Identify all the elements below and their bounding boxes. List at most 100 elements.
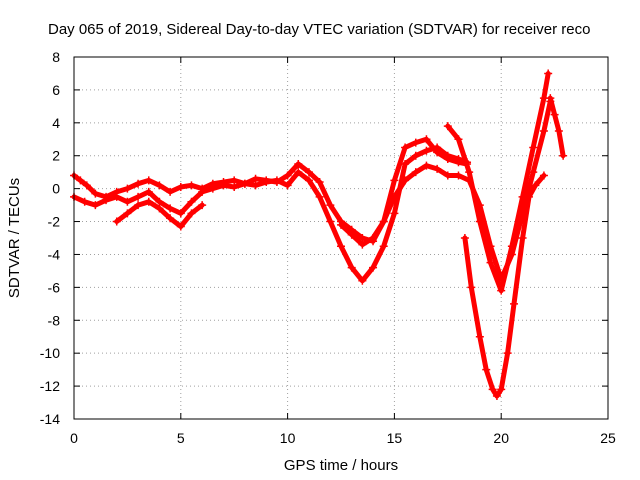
data-point [401, 176, 410, 185]
data-point [240, 179, 249, 188]
data-point [510, 299, 519, 308]
data-point [465, 168, 474, 177]
y-axis-label: SDTVAR / TECUs [6, 178, 23, 298]
data-point [123, 209, 132, 218]
data-point [443, 171, 452, 180]
data-point [198, 187, 207, 196]
data-point [369, 234, 378, 242]
data-point [467, 283, 476, 292]
data-point [411, 138, 420, 147]
data-point [251, 181, 260, 190]
data-point [358, 276, 367, 285]
data-point [337, 242, 345, 251]
x-tick-label: 5 [177, 430, 185, 446]
data-point [315, 192, 324, 201]
data-point [550, 110, 559, 119]
data-point [433, 164, 442, 173]
data-point [91, 189, 100, 198]
data-point [559, 151, 568, 160]
data-point [529, 143, 538, 152]
data-point [294, 168, 303, 177]
data-point [454, 171, 463, 180]
data-point [443, 151, 452, 160]
data-point [283, 181, 292, 190]
data-point [304, 176, 313, 185]
data-point [187, 209, 196, 218]
grid [74, 57, 608, 419]
data-point [347, 263, 356, 272]
data-point [315, 178, 324, 187]
data-point [80, 197, 89, 206]
data-point [411, 168, 420, 177]
data-point [219, 181, 228, 190]
data-point [326, 201, 335, 210]
data-point [539, 171, 548, 180]
data-point [379, 242, 388, 251]
y-tick-label: -8 [48, 312, 61, 328]
data-point [433, 143, 442, 152]
data-point [166, 214, 175, 223]
series-line [547, 95, 566, 159]
data-point [337, 220, 345, 229]
data-point [401, 159, 410, 168]
data-point [503, 349, 512, 358]
series-track-B [70, 143, 472, 285]
data-point [529, 168, 538, 177]
data-point [187, 181, 196, 190]
y-tick-label: -14 [40, 411, 60, 427]
series-line [71, 145, 470, 284]
y-tick-label: -4 [48, 246, 61, 262]
data-point [176, 209, 185, 218]
data-point [497, 385, 506, 394]
data-point [262, 178, 271, 187]
data-point [294, 159, 303, 168]
data-point [539, 127, 548, 136]
data-point [544, 69, 553, 78]
data-point [176, 222, 185, 231]
series-track-F [460, 171, 548, 400]
chart-title: Day 065 of 2019, Sidereal Day-to-day VTE… [48, 21, 590, 38]
y-tick-label: 4 [52, 115, 60, 131]
y-tick-label: -2 [48, 214, 61, 230]
data-point [123, 184, 132, 193]
data-point [230, 182, 239, 191]
data-point [358, 240, 367, 249]
data-point [482, 365, 491, 374]
series-track-C [112, 197, 207, 231]
series-track-G [546, 94, 568, 160]
data-point [554, 127, 563, 136]
data-point [102, 196, 111, 205]
data-point [546, 94, 555, 103]
axes: 0 5 10 15 20 25 -14 -12 -10 -8 -6 -4 -2 0 2 4 6 8 [40, 49, 616, 446]
data-point [112, 217, 121, 226]
data-point [123, 197, 132, 206]
data-point [187, 197, 196, 206]
data-point [422, 161, 431, 170]
data-point [134, 179, 143, 188]
data-point [155, 204, 164, 213]
data-point [347, 230, 356, 239]
series-track-D [337, 97, 555, 284]
data-point [460, 234, 469, 242]
y-tick-label: 8 [52, 49, 60, 65]
data-point [208, 184, 217, 193]
x-tick-label: 15 [387, 430, 403, 446]
data-point [390, 176, 399, 185]
data-point [283, 171, 292, 180]
data-point [497, 286, 506, 295]
data-point [486, 258, 495, 267]
x-tick-label: 10 [280, 430, 296, 446]
data-point [443, 122, 452, 131]
y-tick-label: 0 [52, 181, 60, 197]
data-point [454, 135, 463, 144]
data-point [144, 187, 153, 196]
data-point [112, 192, 121, 201]
x-tick-label: 0 [70, 430, 78, 446]
series-track-A [70, 135, 472, 246]
data-point [144, 197, 153, 206]
data-point [454, 155, 463, 164]
data-point [369, 263, 378, 272]
data-point [166, 187, 175, 196]
series-line [71, 136, 470, 244]
